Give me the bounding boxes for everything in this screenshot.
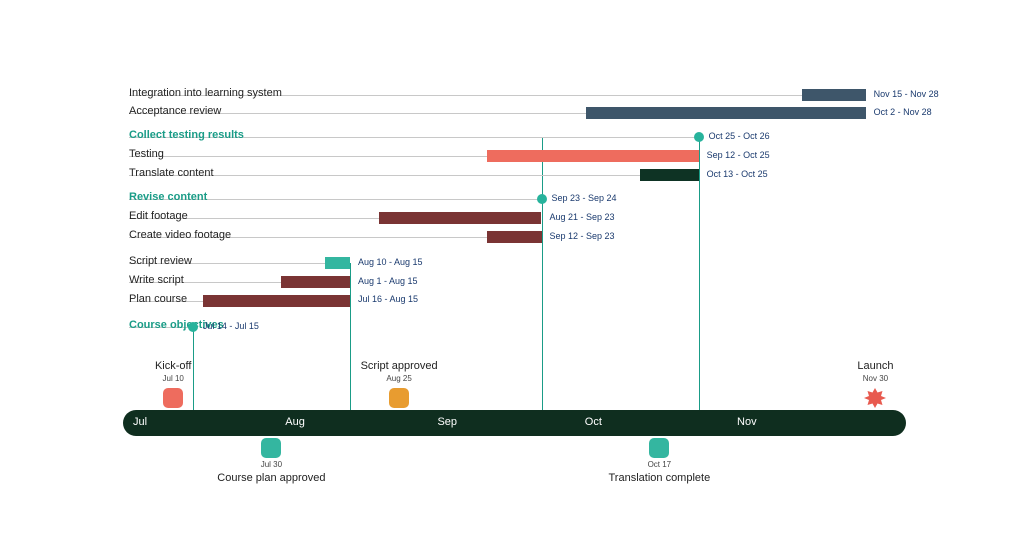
task-bar xyxy=(586,107,866,119)
task-bar xyxy=(487,231,541,243)
milestone-date: Jul 10 xyxy=(133,374,213,383)
task-dates: Jul 14 - Jul 15 xyxy=(203,321,259,331)
task-milestone-dot xyxy=(188,322,198,332)
task-dates: Sep 12 - Sep 23 xyxy=(550,231,615,241)
task-dates: Nov 15 - Nov 28 xyxy=(874,89,939,99)
timeline-axis xyxy=(123,410,906,436)
task-label: Acceptance review xyxy=(129,105,249,117)
task-label: Translate content xyxy=(129,167,249,179)
task-bar xyxy=(379,212,541,224)
task-row: Script review Aug 10 - Aug 15 xyxy=(0,254,1024,274)
task-dates: Aug 10 - Aug 15 xyxy=(358,257,423,267)
task-dates: Sep 23 - Sep 24 xyxy=(552,193,617,203)
task-bar xyxy=(325,257,350,269)
task-row: Testing Sep 12 - Oct 25 xyxy=(0,147,1024,167)
star-icon xyxy=(863,388,887,412)
milestone-date: Nov 30 xyxy=(835,374,915,383)
task-row: Edit footage Aug 21 - Sep 23 xyxy=(0,209,1024,229)
task-dates: Oct 25 - Oct 26 xyxy=(709,131,770,141)
task-row: Course objectivesJul 14 - Jul 15 xyxy=(0,318,1024,338)
task-dates: Sep 12 - Oct 25 xyxy=(707,150,770,160)
task-label: Revise content xyxy=(129,191,249,203)
task-dates: Jul 16 - Aug 15 xyxy=(358,295,418,305)
task-bar xyxy=(640,169,699,181)
task-bar xyxy=(802,89,866,101)
milestone-marker xyxy=(163,388,183,408)
axis-month-label: Jul xyxy=(133,416,147,428)
task-bar xyxy=(281,276,350,288)
axis-month-label: Aug xyxy=(285,416,305,428)
axis-month-label: Sep xyxy=(437,416,457,428)
task-milestone-dot xyxy=(537,194,547,204)
task-row: Translate content Oct 13 - Oct 25 xyxy=(0,166,1024,186)
task-dates: Oct 2 - Nov 28 xyxy=(874,107,932,117)
task-label: Collect testing results xyxy=(129,129,249,141)
axis-month-label: Oct xyxy=(585,416,602,428)
task-milestone-dot xyxy=(694,132,704,142)
task-dates: Aug 21 - Sep 23 xyxy=(550,212,615,222)
task-row: Create video footage Sep 12 - Sep 23 xyxy=(0,228,1024,248)
milestone-label: Kick-off xyxy=(113,360,233,372)
milestone-marker xyxy=(261,438,281,458)
task-row: Acceptance review Oct 2 - Nov 28 xyxy=(0,104,1024,124)
task-label: Edit footage xyxy=(129,210,249,222)
task-label: Integration into learning system xyxy=(129,87,249,99)
task-label: Write script xyxy=(129,274,249,286)
milestone-marker xyxy=(649,438,669,458)
task-label: Create video footage xyxy=(129,229,249,241)
milestone-label: Translation complete xyxy=(579,472,739,484)
task-bar xyxy=(203,295,350,307)
task-row: Plan courseJul 16 - Aug 15 xyxy=(0,292,1024,312)
task-label: Testing xyxy=(129,148,249,160)
task-row: Integration into learning system Nov 15 -… xyxy=(0,86,1024,106)
task-bar xyxy=(487,150,698,162)
milestone-marker xyxy=(389,388,409,408)
milestone-date: Aug 25 xyxy=(359,374,439,383)
milestone-label: Course plan approved xyxy=(191,472,351,484)
milestone-label: Launch xyxy=(815,360,935,372)
task-row: Revise content Sep 23 - Sep 24 xyxy=(0,190,1024,210)
task-dates: Aug 1 - Aug 15 xyxy=(358,276,418,286)
milestone-date: Jul 30 xyxy=(231,460,311,469)
task-dates: Oct 13 - Oct 25 xyxy=(707,169,768,179)
task-label: Script review xyxy=(129,255,249,267)
gantt-chart: Integration into learning system Nov 15 -… xyxy=(0,0,1024,560)
milestone-date: Oct 17 xyxy=(619,460,699,469)
axis-month-label: Nov xyxy=(737,416,757,428)
task-row: Write script Aug 1 - Aug 15 xyxy=(0,273,1024,293)
milestone-label: Script approved xyxy=(339,360,459,372)
task-row: Collect testing results Oct 25 - Oct 26 xyxy=(0,128,1024,148)
